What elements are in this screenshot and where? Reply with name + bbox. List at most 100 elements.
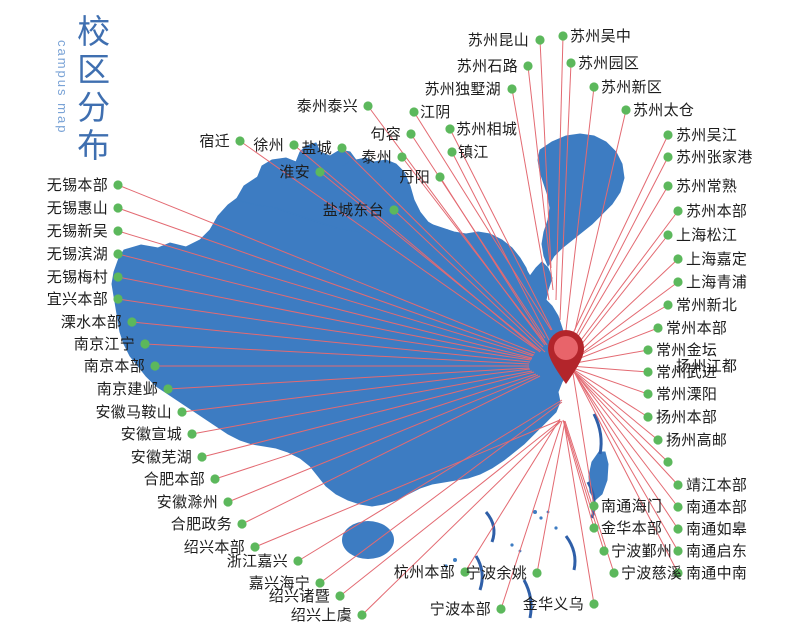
- campus-label[interactable]: 宁波鄞州: [611, 542, 673, 560]
- campus-node-dot[interactable]: [163, 384, 173, 394]
- campus-label[interactable]: 上海嘉定: [686, 250, 748, 268]
- campus-label[interactable]: 泰州泰兴: [296, 97, 358, 115]
- campus-label[interactable]: 安徽宣城: [120, 425, 182, 443]
- campus-node-dot[interactable]: [663, 152, 673, 162]
- campus-node-dot[interactable]: [643, 345, 653, 355]
- campus-label[interactable]: 无锡梅村: [46, 268, 108, 286]
- campus-node-dot[interactable]: [663, 181, 673, 191]
- campus-label[interactable]: 扬州高邮: [666, 431, 728, 449]
- campus-label[interactable]: 江阴: [420, 103, 451, 121]
- campus-label[interactable]: 苏州吴中: [570, 27, 632, 45]
- campus-label[interactable]: 无锡惠山: [46, 199, 108, 217]
- campus-label[interactable]: 无锡滨湖: [46, 245, 108, 263]
- campus-node-dot[interactable]: [566, 58, 576, 68]
- campus-label[interactable]: 南京本部: [83, 357, 145, 375]
- campus-label[interactable]: 常州溧阳: [656, 385, 718, 403]
- campus-label[interactable]: 宁波慈溪: [621, 564, 683, 582]
- campus-node-dot[interactable]: [673, 254, 683, 264]
- campus-label[interactable]: 苏州昆山: [467, 31, 529, 49]
- campus-node-dot[interactable]: [337, 143, 347, 153]
- campus-label[interactable]: 苏州独墅湖: [424, 80, 501, 98]
- campus-label[interactable]: 绍兴本部: [183, 538, 245, 556]
- suzhou-hub-pin[interactable]: [548, 330, 584, 384]
- campus-label[interactable]: 宜兴本部: [46, 290, 108, 308]
- campus-label[interactable]: 苏州吴江: [676, 126, 738, 144]
- campus-node-dot[interactable]: [447, 147, 457, 157]
- campus-node-dot[interactable]: [113, 226, 123, 236]
- campus-label[interactable]: 无锡本部: [46, 176, 108, 194]
- campus-node-dot[interactable]: [315, 578, 325, 588]
- campus-node-dot[interactable]: [140, 339, 150, 349]
- campus-label[interactable]: 安徽芜湖: [130, 448, 192, 466]
- campus-label[interactable]: 苏州本部: [686, 202, 748, 220]
- campus-label[interactable]: 合肥政务: [170, 515, 232, 533]
- campus-label[interactable]: 南通启东: [686, 542, 748, 560]
- campus-node-dot[interactable]: [406, 129, 416, 139]
- campus-node-dot[interactable]: [237, 519, 247, 529]
- campus-node-dot[interactable]: [673, 568, 683, 578]
- campus-label[interactable]: 苏州园区: [578, 54, 640, 72]
- campus-label[interactable]: 上海青浦: [686, 273, 748, 291]
- campus-label[interactable]: 金华本部: [601, 519, 663, 537]
- campus-node-dot[interactable]: [589, 523, 599, 533]
- campus-node-dot[interactable]: [673, 480, 683, 490]
- campus-label[interactable]: 常州本部: [666, 319, 728, 337]
- campus-label[interactable]: 常州武进: [656, 363, 718, 381]
- campus-label[interactable]: 上海松江: [676, 226, 738, 244]
- campus-node-dot[interactable]: [673, 524, 683, 534]
- campus-label[interactable]: 扬州本部: [656, 408, 718, 426]
- campus-node-dot[interactable]: [523, 61, 533, 71]
- campus-node-dot[interactable]: [532, 568, 542, 578]
- campus-label[interactable]: 苏州相城: [456, 120, 518, 138]
- campus-label[interactable]: 苏州石路: [456, 57, 518, 75]
- campus-node-dot[interactable]: [460, 567, 470, 577]
- campus-node-dot[interactable]: [235, 136, 245, 146]
- campus-node-dot[interactable]: [315, 167, 325, 177]
- campus-label[interactable]: 绍兴诸暨: [268, 587, 330, 605]
- campus-node-dot[interactable]: [397, 152, 407, 162]
- campus-node-dot[interactable]: [363, 101, 373, 111]
- campus-node-dot[interactable]: [589, 82, 599, 92]
- campus-node-dot[interactable]: [113, 249, 123, 259]
- campus-label[interactable]: 杭州本部: [393, 563, 455, 581]
- campus-node-dot[interactable]: [113, 203, 123, 213]
- campus-node-dot[interactable]: [187, 429, 197, 439]
- campus-label[interactable]: 扬州江都: [676, 357, 738, 375]
- campus-node-dot[interactable]: [496, 604, 506, 614]
- campus-node-dot[interactable]: [177, 407, 187, 417]
- campus-node-dot[interactable]: [663, 300, 673, 310]
- campus-node-dot[interactable]: [113, 272, 123, 282]
- campus-node-dot[interactable]: [663, 457, 673, 467]
- campus-label[interactable]: 苏州太仓: [633, 101, 695, 119]
- campus-node-dot[interactable]: [250, 542, 260, 552]
- campus-label[interactable]: 嘉兴海宁: [248, 574, 310, 592]
- campus-node-dot[interactable]: [599, 546, 609, 556]
- campus-node-dot[interactable]: [589, 501, 599, 511]
- campus-node-dot[interactable]: [643, 367, 653, 377]
- campus-label[interactable]: 镇江: [458, 143, 489, 161]
- campus-node-dot[interactable]: [653, 323, 663, 333]
- campus-label[interactable]: 南通如皋: [686, 520, 748, 538]
- campus-label[interactable]: 苏州新区: [601, 78, 663, 96]
- campus-node-dot[interactable]: [673, 206, 683, 216]
- campus-node-dot[interactable]: [289, 140, 299, 150]
- campus-node-dot[interactable]: [643, 412, 653, 422]
- campus-node-dot[interactable]: [673, 277, 683, 287]
- campus-label[interactable]: 宁波余姚: [465, 564, 527, 582]
- campus-node-dot[interactable]: [621, 105, 631, 115]
- campus-node-dot[interactable]: [589, 599, 599, 609]
- campus-label[interactable]: 浙江嘉兴: [226, 552, 288, 570]
- campus-label[interactable]: 宿迁: [199, 132, 230, 150]
- campus-label[interactable]: 常州新北: [676, 296, 738, 314]
- campus-node-dot[interactable]: [335, 591, 345, 601]
- campus-label[interactable]: 盐城东台: [322, 201, 384, 219]
- campus-node-dot[interactable]: [673, 502, 683, 512]
- campus-node-dot[interactable]: [653, 435, 663, 445]
- campus-node-dot[interactable]: [535, 35, 545, 45]
- campus-label[interactable]: 句容: [370, 125, 401, 143]
- campus-node-dot[interactable]: [223, 497, 233, 507]
- campus-node-dot[interactable]: [609, 568, 619, 578]
- campus-label[interactable]: 泰州: [361, 148, 392, 166]
- campus-label[interactable]: 合肥本部: [143, 470, 205, 488]
- campus-node-dot[interactable]: [127, 317, 137, 327]
